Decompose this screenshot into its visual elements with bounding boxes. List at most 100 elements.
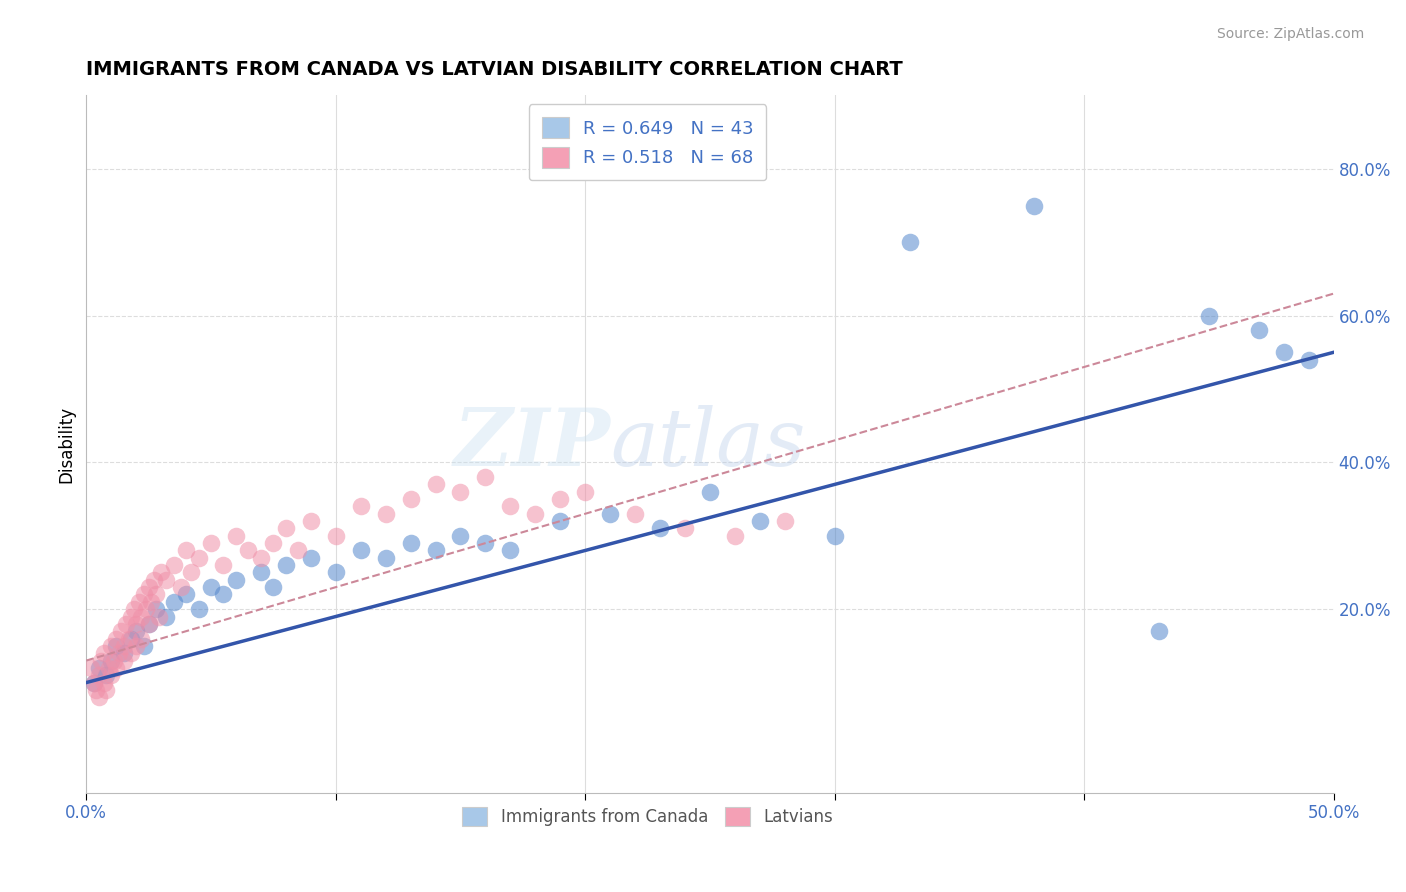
Point <box>125 616 148 631</box>
Point <box>93 675 115 690</box>
Point <box>599 507 621 521</box>
Point <box>96 668 118 682</box>
Point <box>187 602 209 616</box>
Point <box>128 595 150 609</box>
Point <box>90 654 112 668</box>
Point <box>138 580 160 594</box>
Text: Source: ZipAtlas.com: Source: ZipAtlas.com <box>1216 27 1364 41</box>
Point <box>274 521 297 535</box>
Point <box>238 543 260 558</box>
Point <box>138 616 160 631</box>
Point <box>724 529 747 543</box>
Point <box>699 484 721 499</box>
Point <box>141 595 163 609</box>
Point <box>93 646 115 660</box>
Point <box>350 500 373 514</box>
Point <box>450 529 472 543</box>
Point <box>129 609 152 624</box>
Point <box>145 602 167 616</box>
Point <box>148 609 170 624</box>
Y-axis label: Disability: Disability <box>58 406 75 483</box>
Point <box>262 536 284 550</box>
Point <box>399 536 422 550</box>
Point <box>200 580 222 594</box>
Point <box>1024 198 1046 212</box>
Point <box>100 654 122 668</box>
Point <box>132 639 155 653</box>
Point <box>524 507 547 521</box>
Point <box>1247 323 1270 337</box>
Point <box>350 543 373 558</box>
Point <box>187 550 209 565</box>
Point <box>132 587 155 601</box>
Point <box>399 492 422 507</box>
Point <box>145 587 167 601</box>
Point <box>110 624 132 639</box>
Point <box>174 587 197 601</box>
Point <box>84 682 107 697</box>
Point <box>250 566 273 580</box>
Point <box>174 543 197 558</box>
Point <box>212 587 235 601</box>
Point <box>142 573 165 587</box>
Point <box>150 566 173 580</box>
Point <box>120 609 142 624</box>
Point <box>898 235 921 250</box>
Point <box>138 616 160 631</box>
Point <box>250 550 273 565</box>
Point <box>474 470 496 484</box>
Point <box>135 602 157 616</box>
Point <box>299 550 322 565</box>
Point <box>225 529 247 543</box>
Point <box>748 514 770 528</box>
Point <box>648 521 671 535</box>
Legend: Immigrants from Canada, Latvians: Immigrants from Canada, Latvians <box>456 800 839 833</box>
Point <box>425 543 447 558</box>
Point <box>125 639 148 653</box>
Point <box>105 632 128 646</box>
Point <box>118 632 141 646</box>
Point <box>105 661 128 675</box>
Point <box>180 566 202 580</box>
Point <box>225 573 247 587</box>
Point <box>325 529 347 543</box>
Point <box>96 682 118 697</box>
Point <box>129 632 152 646</box>
Point <box>425 477 447 491</box>
Point <box>200 536 222 550</box>
Point <box>262 580 284 594</box>
Point <box>80 661 103 675</box>
Point <box>122 602 145 616</box>
Point <box>105 639 128 653</box>
Point <box>1147 624 1170 639</box>
Text: IMMIGRANTS FROM CANADA VS LATVIAN DISABILITY CORRELATION CHART: IMMIGRANTS FROM CANADA VS LATVIAN DISABI… <box>86 60 903 78</box>
Point <box>374 507 396 521</box>
Text: ZIP: ZIP <box>453 405 610 483</box>
Point <box>162 595 184 609</box>
Point <box>299 514 322 528</box>
Point <box>97 661 120 675</box>
Point <box>374 550 396 565</box>
Point <box>125 624 148 639</box>
Point <box>103 654 125 668</box>
Point <box>112 654 135 668</box>
Point <box>155 573 177 587</box>
Point <box>624 507 647 521</box>
Point <box>115 616 138 631</box>
Point <box>112 646 135 660</box>
Point <box>773 514 796 528</box>
Point <box>87 668 110 682</box>
Point <box>673 521 696 535</box>
Point <box>548 514 571 528</box>
Text: atlas: atlas <box>610 405 806 483</box>
Point <box>548 492 571 507</box>
Point <box>574 484 596 499</box>
Point <box>162 558 184 573</box>
Point <box>87 690 110 705</box>
Point <box>499 543 522 558</box>
Point <box>112 639 135 653</box>
Point <box>474 536 496 550</box>
Point <box>83 675 105 690</box>
Point <box>87 661 110 675</box>
Point <box>120 646 142 660</box>
